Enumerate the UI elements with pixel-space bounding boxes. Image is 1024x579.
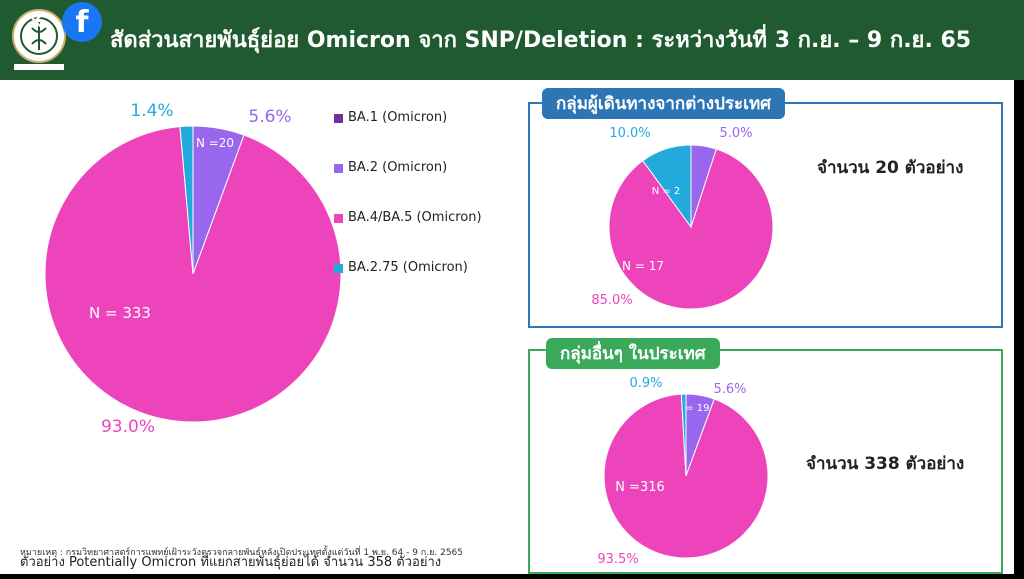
n-label-ba-4-ba-5-omicron: N = 333 [89,304,151,322]
legend-label-ba275: BA.2.75 (Omicron) [348,260,468,275]
pie-chart-travelers: 5.0% 85.0% N = 17 10.0% N = 2 [591,126,774,310]
n-label-ba-2-75-omicron: N = 2 [652,186,681,197]
right-edge-bar [1014,80,1024,579]
page-title: สัดส่วนสายพันธุ์ย่อย Omicron จาก SNP/Del… [110,28,972,53]
n-label-ba-2-omicron: N = 19 [675,403,710,414]
pie-chart-domestic: 5.6%N = 19 93.5% N =316 0.9% [597,376,769,567]
pie-slice-ba-4-ba-5-omicron [44,126,342,423]
pie-slice-ba-2-75-omicron [642,144,692,229]
travelers-panel-title: กลุ่มผู้เดินทางจากต่างประเทศ [542,88,785,119]
pct-label-ba-4-ba-5-omicron: 85.0% [591,293,632,308]
pie-slice-ba-2-75-omicron [680,393,687,477]
slide-header: ✕ f สัดส่วนสายพันธุ์ย่อย Omicron จาก SNP… [0,0,1024,80]
travelers-sample-count: จำนวน 20 ตัวอย่าง [817,158,964,178]
pie-chart-overall: 5.6% N =20 93.0% N = 333 1.4% [44,101,342,437]
n-label-ba-2-omicron: N =20 [196,136,234,150]
pct-label-ba-2-omicron: 5.0% [719,126,752,141]
domestic-panel [528,349,1003,574]
sample-note: ตัวอย่าง Potentially Omicron ที่แยกสายพั… [20,555,442,570]
pct-label-ba-2-75-omicron: 10.0% [609,126,650,141]
legend-label-ba45: BA.4/BA.5 (Omicron) [348,210,482,225]
close-icon[interactable]: ✕ [26,10,45,35]
slide-body: 5.6% N =20 93.0% N = 333 1.4% BA.1 (Omicron)… [0,80,1014,574]
pct-label-ba-2-75-omicron: 1.4% [130,101,173,121]
legend-item-ba1: BA.1 (Omicron) [334,110,448,125]
pie-slice-ba-4-ba-5-omicron [603,393,769,559]
pie-slice-ba-4-ba-5-omicron [608,148,774,310]
domestic-sample-count: จำนวน 338 ตัวอย่าง [806,454,965,474]
n-label-ba-4-ba-5-omicron: N = 17 [622,259,664,273]
department-seal-icon [12,9,66,70]
pie-slice-ba-2-75-omicron [179,125,194,275]
footnote: หมายเหตุ : กรมวิทยาศาสตร์การแพทย์เฝ้าระว… [20,548,463,558]
legend-swatch-ba45 [334,214,343,223]
pct-label-ba-4-ba-5-omicron: 93.5% [597,552,638,567]
pct-label-ba-4-ba-5-omicron: 93.0% [101,417,155,437]
legend-item-ba45: BA.4/BA.5 (Omicron) [334,210,482,225]
legend-label-ba2: BA.2 (Omicron) [348,160,448,175]
facebook-icon[interactable]: f [62,2,102,42]
legend-swatch-ba2 [334,164,343,173]
legend-swatch-ba275 [334,264,343,273]
pct-label-ba-2-75-omicron: 0.9% [629,376,662,391]
pct-label-ba-2-omicron: 5.6% [713,382,746,397]
legend-swatch-ba1 [334,114,343,123]
legend-item-ba2: BA.2 (Omicron) [334,160,448,175]
pct-label-ba-2-omicron: 5.6% [248,107,291,127]
legend-label-ba1: BA.1 (Omicron) [348,110,448,125]
domestic-panel-title: กลุ่มอื่นๆ ในประเทศ [546,338,720,369]
n-label-ba-4-ba-5-omicron: N =316 [615,480,665,495]
legend-item-ba275: BA.2.75 (Omicron) [334,260,468,275]
